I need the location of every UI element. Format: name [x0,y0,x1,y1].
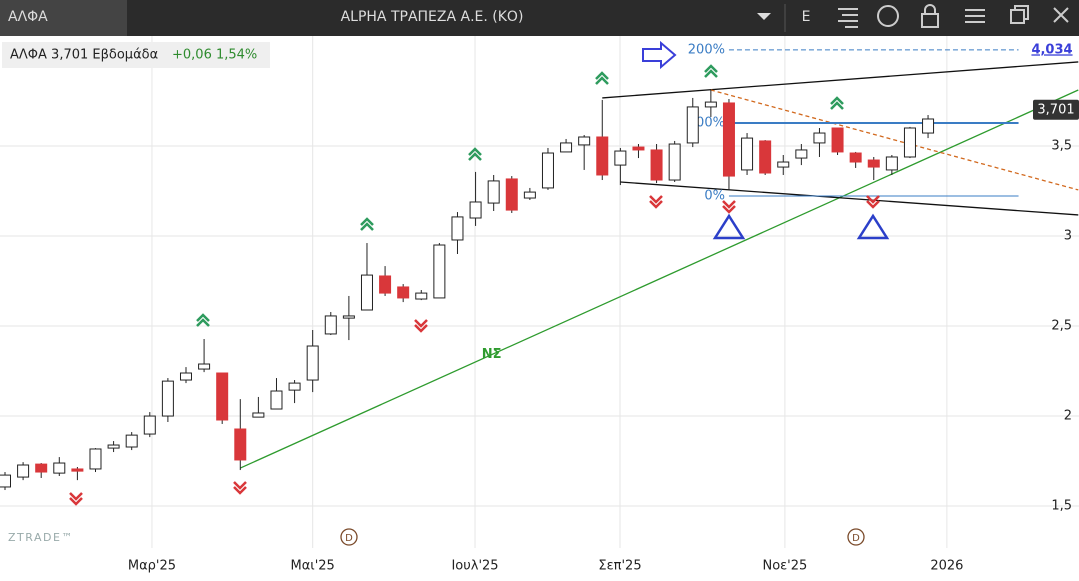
candle-body [487,180,500,204]
candle-body [722,102,735,177]
candle-body [469,201,482,219]
axes: 1,5 2 2,5 3 3,5 Μαρ'25 Μαι'25 Ιουλ'25 Σεπ'25 Νοε'… [128,99,1079,574]
y-tick-label: 3 [1064,229,1072,244]
watermark: ZTRADE™ [8,531,74,544]
candle-body [125,434,138,448]
candle-body [433,244,446,299]
candle-body [523,191,536,199]
trendline [710,89,1079,191]
candle-body [179,372,192,381]
candle-body [849,152,862,163]
candle-body [505,178,518,211]
candles [0,90,935,491]
y-tick-label: 3,5 [1051,138,1072,153]
candle-body [831,127,844,153]
toolbar-button[interactable]: E [802,9,811,25]
x-tick-label: Μαι'25 [291,559,335,574]
candle-body [451,216,464,241]
candle-body [650,149,663,181]
x-tick-label: Σεπ'25 [598,559,641,574]
candle-body [0,474,11,488]
candle-body [342,315,355,319]
candle-body [288,382,301,391]
fib-label: 0% [704,189,725,204]
candle-body [252,412,265,418]
grid [0,36,1079,548]
last-price-box [1033,99,1079,120]
toolbar-icons[interactable] [838,4,1069,28]
candle-body [53,462,66,474]
candle-body [324,315,337,335]
candle-body [161,380,174,417]
x-tick-label: Ιουλ'25 [451,559,498,574]
fib-label: 200% [688,42,725,57]
candle-body [17,464,30,478]
candle-body [686,106,699,144]
signal-icons [69,40,890,546]
candle-body [415,292,428,300]
y-tick-label: 2,5 [1051,319,1072,334]
trendline [240,89,1079,469]
candle-body [867,159,880,168]
candle-body [216,372,229,421]
candle-body [885,156,898,171]
candle-body [89,448,102,470]
candle-body [397,286,410,299]
price-change: +0,06 1,54% [172,48,257,63]
dropdown-button[interactable] [757,13,771,20]
trendline-label: ΝΣ [482,347,502,362]
x-tick-label: Νοε'25 [762,559,807,574]
trendline [602,61,1079,99]
candle-body [632,146,645,151]
dividend-marker[interactable]: D [345,533,353,544]
y-tick-label: 2 [1064,409,1072,424]
tab-label[interactable]: ΑΛΦΑ [8,9,48,25]
candle-body [306,345,319,381]
candle-body [614,150,627,166]
header-bar [0,0,1079,36]
candle-body [198,363,211,370]
candle-body [360,274,373,311]
candle-body [270,390,283,410]
candle-body [541,152,554,189]
candle-body [35,463,48,473]
candle-body [922,118,935,134]
dividend-marker[interactable]: D [852,533,860,544]
candle-body [668,143,681,181]
candle-body [107,444,120,449]
candle-body [379,275,392,294]
x-tick-label: Μαρ'25 [128,559,176,574]
last-price-label: 3,701 [1037,102,1074,117]
candle-body [578,136,591,146]
candle-body [813,132,826,144]
candle-body [71,468,84,472]
info-box [2,42,270,68]
trendline [620,181,1079,216]
candle-body [560,142,573,153]
fib-value-label: 4,034 [1031,42,1072,57]
y-tick-label: 1,5 [1051,499,1072,514]
candle-body [596,136,609,176]
candle-body [143,415,156,435]
chart-title: ALPHA ΤΡΑΠΕΖΑ Α.Ε. (ΚΟ) [341,9,524,25]
candle-body [759,140,772,174]
candle-body [795,149,808,159]
candle-body [777,161,790,168]
x-tick-label: 2026 [930,559,963,574]
tab[interactable] [0,0,127,36]
candle-body [234,428,247,461]
candle-body [741,137,754,171]
candle-body [704,101,717,108]
symbol-info: ΑΛΦΑ 3,701 Εβδομάδα [10,48,158,63]
candle-body [903,127,916,158]
